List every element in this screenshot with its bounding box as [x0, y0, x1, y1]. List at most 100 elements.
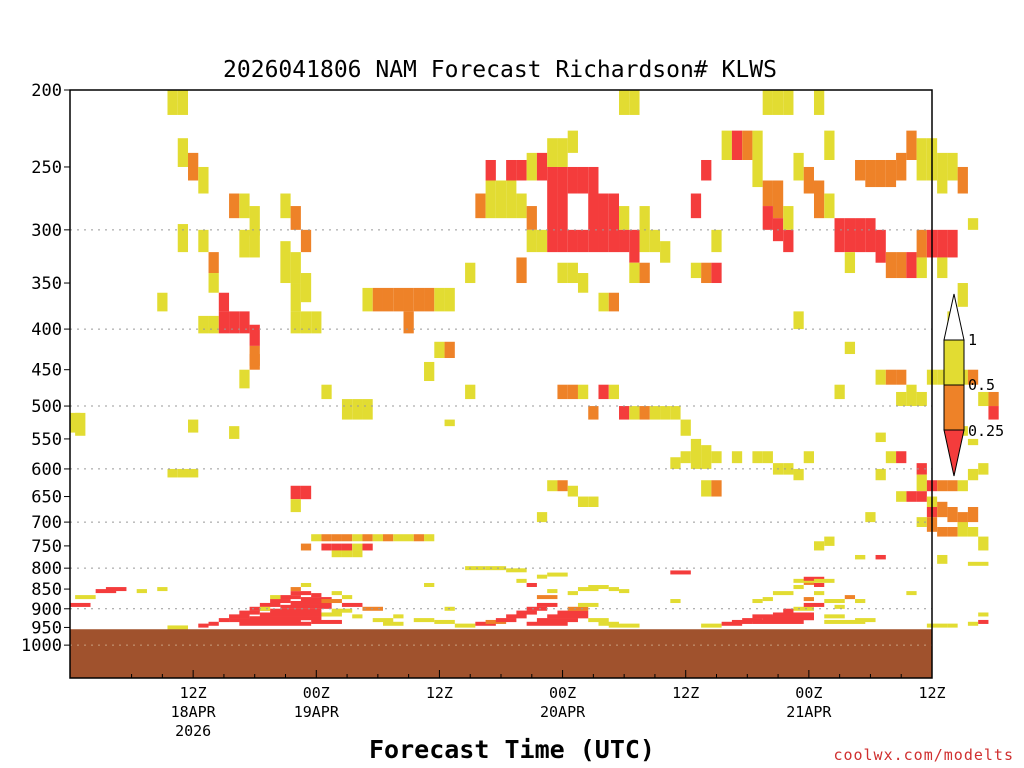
ri-strip	[536, 602, 558, 607]
ri-cell	[567, 166, 578, 194]
ri-cell	[300, 229, 312, 253]
colorbar-legend: 1 0.5 0.25	[943, 293, 1004, 477]
ri-strip	[577, 587, 599, 592]
ri-cell	[495, 180, 507, 219]
y-axis: 200 250 300 350 400 450 500 550 600 650 700 7508008…	[21, 81, 70, 656]
ri-cell	[198, 166, 209, 194]
ri-cell	[157, 292, 168, 312]
ri-cell	[177, 224, 189, 253]
ri-cell	[557, 384, 568, 400]
ri-strip	[803, 576, 825, 581]
ri-strip	[516, 610, 537, 615]
ri-strip	[300, 582, 312, 587]
ri-strip	[290, 591, 312, 596]
ri-cell	[885, 369, 897, 385]
ri-cell	[639, 406, 650, 420]
ri-cell	[793, 468, 804, 481]
ri-cell	[947, 526, 958, 537]
ri-cell	[906, 130, 917, 160]
ri-strip	[783, 608, 794, 613]
ri-cell	[516, 193, 527, 219]
ri-cell	[393, 287, 404, 312]
ri-strip	[259, 612, 332, 617]
ri-cell	[485, 180, 496, 219]
ri-cell	[444, 341, 455, 359]
ri-cell	[793, 311, 804, 330]
ri-cell	[629, 229, 640, 263]
x-tick-time: 12Z	[426, 684, 453, 702]
y-tick-label: 850	[31, 580, 62, 600]
ri-cell	[177, 90, 189, 115]
ri-cell	[649, 406, 661, 420]
ri-cell	[198, 315, 209, 334]
ri-strip	[978, 612, 989, 617]
ri-strip	[105, 587, 127, 592]
ri-cell	[280, 193, 291, 219]
y-tick-label: 300	[31, 221, 62, 241]
ri-cell	[588, 406, 599, 420]
ri-cell	[208, 252, 219, 274]
ri-cell	[937, 480, 948, 492]
ri-cell	[465, 384, 476, 400]
x-tick-time: 12Z	[180, 684, 207, 702]
ri-strip	[536, 595, 558, 600]
legend-label: 0.5	[968, 376, 995, 394]
ri-cell	[321, 384, 332, 400]
ri-strip	[341, 602, 363, 607]
ri-cell	[526, 152, 537, 181]
ri-cell	[434, 341, 445, 359]
x-axis-label: Forecast Time (UTC)	[369, 735, 655, 764]
ri-cell	[937, 229, 948, 258]
ri-cell	[249, 229, 260, 258]
ri-strip	[454, 623, 476, 628]
ri-strip	[526, 606, 548, 611]
ri-cell	[372, 534, 383, 542]
plot-area	[70, 90, 999, 630]
ri-cell	[978, 391, 989, 407]
ri-cell	[188, 468, 199, 478]
x-tick-time: 12Z	[672, 684, 699, 702]
ri-cell	[290, 283, 301, 312]
ri-cell	[331, 550, 342, 558]
ri-cell	[967, 369, 979, 385]
ri-cell	[588, 496, 599, 507]
ri-cell	[629, 90, 640, 115]
ri-strip	[772, 591, 794, 596]
ri-cell	[844, 341, 856, 355]
ri-cell	[752, 451, 763, 464]
ri-cell	[896, 491, 907, 502]
ri-cell	[608, 193, 620, 253]
ri-strip	[393, 614, 404, 619]
ri-strip	[75, 595, 96, 600]
y-tick-label: 1000	[21, 636, 62, 656]
ri-strip	[855, 599, 866, 604]
ri-cell	[567, 229, 578, 253]
ri-cell	[690, 438, 702, 469]
ri-cell	[208, 315, 219, 334]
ri-cell	[588, 166, 599, 253]
ri-strip	[824, 619, 866, 624]
ri-cell	[362, 287, 373, 312]
y-tick-label: 550	[31, 430, 62, 450]
ri-strip	[701, 623, 722, 628]
ri-strip	[413, 618, 435, 623]
ri-strip	[218, 618, 230, 623]
ri-strip	[803, 580, 814, 585]
ri-cell	[916, 391, 927, 407]
ri-cell	[629, 262, 640, 284]
ri-cell	[937, 257, 948, 279]
ri-cell	[834, 218, 845, 253]
ri-cell	[331, 534, 342, 542]
ri-strip	[536, 574, 548, 579]
ri-cell	[906, 491, 917, 502]
ri-cell	[660, 406, 671, 420]
ri-cell	[536, 512, 548, 523]
ri-cell	[639, 206, 650, 253]
ri-strip	[577, 602, 599, 607]
ri-strip	[547, 614, 589, 619]
ri-cell	[701, 445, 712, 469]
ri-cell	[506, 180, 517, 219]
ri-cell	[311, 534, 322, 542]
ri-cell	[167, 468, 178, 478]
ri-cell	[393, 534, 404, 542]
